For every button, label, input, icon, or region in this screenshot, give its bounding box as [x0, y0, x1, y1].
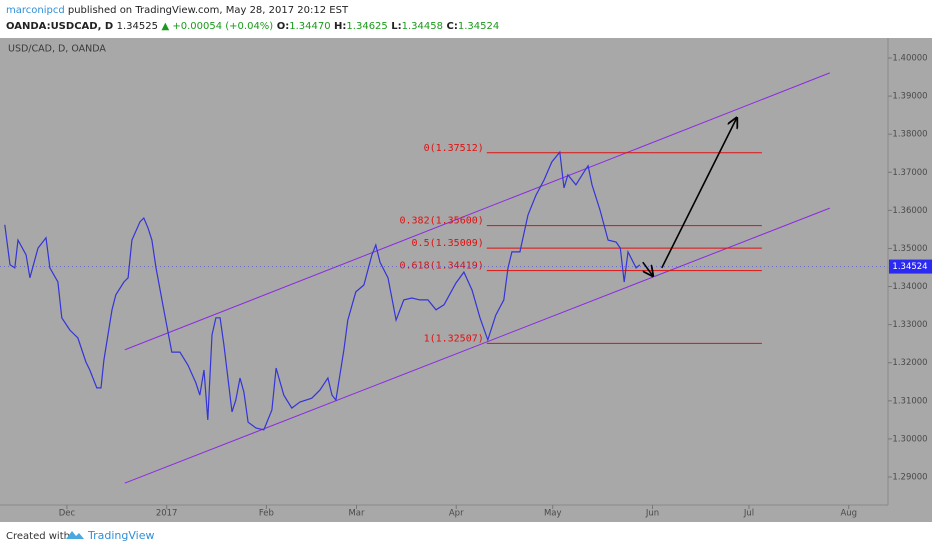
author[interactable]: marconipcd: [6, 5, 65, 16]
x-tick-label: Jul: [743, 509, 754, 519]
y-tick-label: 1.40000: [892, 53, 927, 63]
x-tick-label: Jun: [645, 509, 659, 519]
y-tick-label: 1.32000: [892, 358, 927, 368]
published: published on TradingView.com, May 28, 20…: [68, 5, 349, 16]
arrow: [661, 118, 737, 269]
y-tick-label: 1.34000: [892, 282, 927, 292]
ohlc-label: L:: [391, 21, 401, 32]
brand-logo: [66, 531, 84, 539]
quote-line: OANDA:USDCAD, D 1.34525 ▲ +0.00054 (+0.0…: [6, 21, 499, 32]
ohlc-value: 1.34625: [346, 21, 387, 32]
symbol: OANDA:USDCAD, D: [6, 21, 113, 32]
x-tick-label: Feb: [259, 509, 274, 519]
y-tick-label: 1.37000: [892, 168, 927, 178]
price-line: [4, 150, 641, 431]
ohlc-label: H:: [334, 21, 346, 32]
x-tick-label: Dec: [59, 509, 76, 519]
arrow: [642, 261, 653, 276]
channel-line: [124, 207, 830, 484]
y-tick-label: 1.29000: [892, 473, 927, 483]
x-tick-label: May: [544, 509, 562, 519]
x-tick-label: Apr: [449, 509, 464, 519]
fib-label: 0.5(1.35009): [412, 238, 484, 249]
ohlc-value: 1.34470: [289, 21, 330, 32]
channel-line: [124, 72, 830, 351]
footer-text: Created with: [6, 531, 70, 542]
ohlc-label: C:: [446, 21, 457, 32]
series-label: USD/CAD, D, OANDA: [8, 44, 106, 55]
price: 1.34525: [117, 21, 158, 32]
y-tick-label: 1.35000: [892, 244, 927, 254]
y-tick-label: 1.36000: [892, 206, 927, 216]
y-tick-label: 1.30000: [892, 434, 927, 444]
change: ▲ +0.00054 (+0.04%): [161, 21, 273, 32]
x-tick-label: Mar: [348, 509, 365, 519]
plot: 0(1.37512) 0.382(1.35600) 0.5(1.35009) 0.61…: [4, 72, 830, 484]
fib-label: 0.618(1.34419): [399, 261, 483, 272]
ohlc-value: 1.34524: [458, 21, 499, 32]
fib-label: 0(1.37512): [424, 143, 484, 154]
ohlc-value: 1.34458: [402, 21, 443, 32]
x-tick-label: 2017: [156, 509, 178, 519]
y-tick-label: 1.38000: [892, 130, 927, 140]
fib-label: 1(1.32507): [424, 333, 484, 344]
footer-brand[interactable]: TradingView: [87, 529, 154, 542]
y-tick-label: 1.33000: [892, 320, 927, 330]
header-line: marconipcd published on TradingView.com,…: [6, 5, 349, 16]
y-tick-label: 1.39000: [892, 92, 927, 102]
x-tick-label: Aug: [840, 509, 857, 519]
y-tick-label: 1.31000: [892, 396, 927, 406]
ohlc-label: O:: [277, 21, 290, 32]
fib-label: 0.382(1.35600): [399, 216, 483, 227]
plot-background: [0, 38, 932, 522]
last-price-label: 1.34524: [892, 262, 927, 272]
last-price-box: [889, 259, 932, 274]
